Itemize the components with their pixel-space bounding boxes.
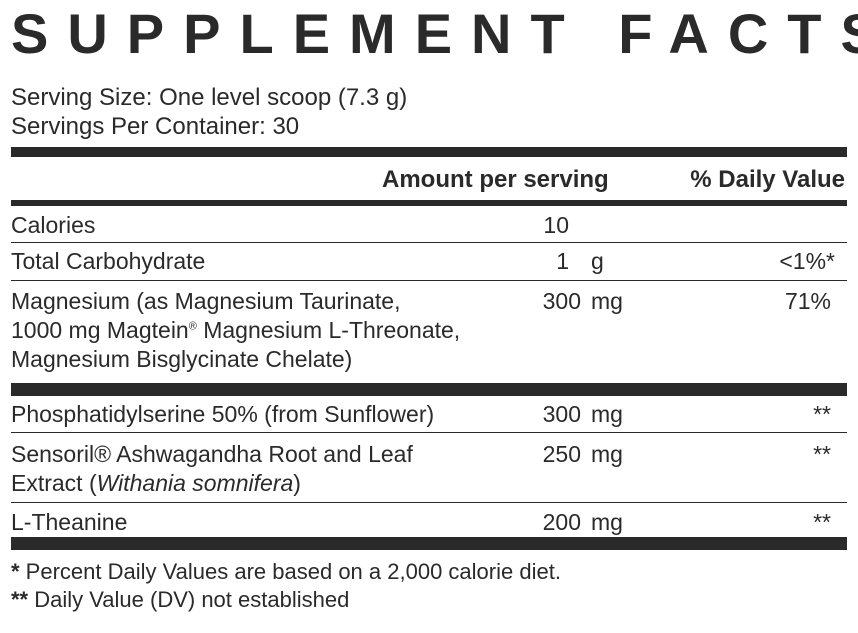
daily-value-header: % Daily Value	[690, 166, 845, 193]
nutrient-unit: mg	[591, 401, 623, 427]
nutrient-name: Total Carbohydrate	[11, 248, 206, 274]
serving-size: Serving Size: One level scoop (7.3 g)	[11, 84, 408, 111]
thick-divider-bottom	[11, 537, 847, 550]
footnote-mark: **	[11, 587, 29, 612]
nutrient-name-line: Magnesium Bisglycinate Chelate)	[11, 346, 353, 372]
label-title: SUPPLEMENT FACTS	[11, 2, 858, 65]
nutrient-name-line: )	[293, 470, 301, 496]
row-divider	[11, 280, 847, 281]
footnote-dv-not-established: ** Daily Value (DV) not established	[11, 589, 349, 611]
nutrient-name: Calories	[11, 212, 96, 238]
row-divider	[11, 242, 847, 243]
nutrient-daily-value: 71%	[784, 288, 831, 314]
servings-per-container: Servings Per Container: 30	[11, 113, 300, 140]
supplement-facts-label: SUPPLEMENT FACTS Serving Size: One level…	[11, 0, 858, 633]
nutrient-name-line: Magnesium (as Magnesium Taurinate,	[11, 288, 401, 314]
nutrient-daily-value: <1%*	[779, 248, 835, 274]
nutrient-amount: 10	[543, 212, 569, 238]
row-divider	[11, 432, 847, 433]
nutrient-name-line: Magnesium L-Threonate,	[196, 317, 461, 343]
nutrient-amount: 200	[542, 509, 581, 535]
row-divider	[11, 502, 847, 503]
medium-divider	[11, 200, 847, 206]
nutrient-daily-value: **	[813, 401, 831, 427]
nutrient-name: Magnesium (as Magnesium Taurinate, 1000 …	[11, 287, 460, 374]
registered-mark: ®	[188, 320, 197, 333]
thick-divider-middle	[11, 383, 847, 396]
thick-divider-top	[11, 147, 847, 157]
nutrient-amount: 300	[542, 288, 581, 314]
nutrient-unit: mg	[591, 509, 623, 535]
nutrient-name-line: Extract (	[11, 470, 97, 496]
nutrient-daily-value: **	[813, 509, 831, 535]
nutrient-amount: 250	[542, 441, 581, 467]
nutrient-name-line: 1000 mg Magtein	[11, 317, 189, 343]
nutrient-daily-value: **	[813, 441, 831, 467]
latin-name: Withania somnifera	[96, 470, 294, 496]
nutrient-name-line: Sensoril® Ashwagandha Root and Leaf	[11, 441, 413, 467]
nutrient-amount: 300	[542, 401, 581, 427]
amount-per-serving-header: Amount per serving	[382, 166, 609, 193]
nutrient-name: Phosphatidylserine 50% (from Sunflower)	[11, 401, 435, 427]
nutrient-amount: 1	[556, 248, 569, 274]
nutrient-name: Sensoril® Ashwagandha Root and Leaf Extr…	[11, 440, 413, 498]
footnote-mark: *	[11, 559, 20, 584]
nutrient-unit: mg	[591, 441, 623, 467]
footnote-daily-values: * Percent Daily Values are based on a 2,…	[11, 561, 561, 583]
nutrient-unit: g	[591, 248, 604, 274]
nutrient-name: L-Theanine	[11, 509, 128, 535]
footnote-text: Percent Daily Values are based on a 2,00…	[19, 559, 561, 584]
nutrient-unit: mg	[591, 288, 623, 314]
footnote-text: Daily Value (DV) not established	[28, 587, 350, 612]
